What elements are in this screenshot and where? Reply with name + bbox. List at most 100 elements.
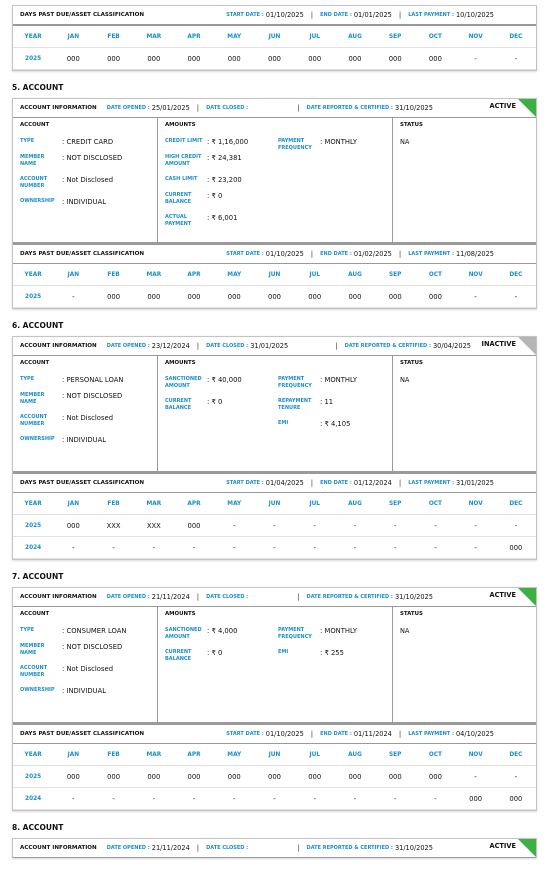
account-row: MEMBER NAME NOT DISCLOSED xyxy=(20,392,150,406)
amount-value: MONTHLY xyxy=(320,138,357,146)
amount-label: CURRENT BALANCE xyxy=(165,649,192,662)
month-header: JAN xyxy=(53,26,94,48)
status-section: STATUS NA xyxy=(393,118,536,242)
amount-row: EMI ₹ 4,105 xyxy=(278,420,385,428)
field-label: END DATE : xyxy=(320,12,352,18)
month-header: NOV xyxy=(455,493,496,515)
dpd-cell: 000 xyxy=(53,766,94,788)
amount-value: ₹ 0 xyxy=(207,192,222,200)
dpd-title: DAYS PAST DUE/ASSET CLASSIFICATION xyxy=(20,12,145,18)
dpd-cell: - xyxy=(455,537,496,559)
field-value: 31/01/2025 xyxy=(250,342,289,350)
dpd-cell: - xyxy=(53,537,94,559)
field-value: 01/11/2024 xyxy=(353,730,392,738)
row-value: CREDIT CARD xyxy=(62,138,113,146)
year-cell: 2024 xyxy=(13,788,54,810)
amount-value: ₹ 6,001 xyxy=(207,214,237,222)
field-value: 21/11/2024 xyxy=(151,593,190,601)
amount-value: ₹ 1,16,000 xyxy=(207,138,248,146)
dpd-cell: - xyxy=(455,766,496,788)
dpd-cell: - xyxy=(254,515,295,537)
month-header: FEB xyxy=(93,744,134,766)
month-header: JAN xyxy=(53,493,94,515)
dpd-table: YEAR JAN FEB MAR APR MAY JUN JUL AUG SEP OCT NOV DEC… xyxy=(13,493,536,559)
month-header: APR xyxy=(173,26,215,48)
status-section: STATUS NA xyxy=(393,356,536,471)
account-row: ACCOUNT NUMBER Not Disclosed xyxy=(20,665,150,679)
sections: ACCOUNT TYPE CREDIT CARD MEMBER NAME NOT DIS… xyxy=(13,118,536,245)
amount-row: HIGH CREDIT AMOUNT ₹ 24,381 xyxy=(165,154,272,168)
amount-value: MONTHLY xyxy=(320,627,357,635)
status-badge-corner xyxy=(518,337,536,355)
amount-label: SANCTIONED AMOUNT xyxy=(165,627,202,640)
month-header: JUL xyxy=(294,493,335,515)
amount-label: PAYMENT FREQUENCY xyxy=(278,138,312,151)
field-value: 01/12/2024 xyxy=(353,479,392,487)
section-title: ACCOUNT xyxy=(20,360,50,366)
dpd-cell: 000 xyxy=(214,766,255,788)
dpd-cell: - xyxy=(455,515,496,537)
month-header: SEP xyxy=(375,744,416,766)
row-value: Not Disclosed xyxy=(62,665,113,673)
row-value: NOT DISCLOSED xyxy=(62,392,122,400)
dpd-cell: 000 xyxy=(375,48,416,70)
account-row: OWNERSHIP INDIVIDUAL xyxy=(20,687,150,695)
dpd-cell: 000 xyxy=(133,766,174,788)
amount-row: CREDIT LIMIT ₹ 1,16,000 xyxy=(165,138,272,146)
dpd-cell: - xyxy=(93,788,134,810)
amount-label: CREDIT LIMIT xyxy=(165,138,203,144)
dpd-cell: - xyxy=(334,515,376,537)
row-value: Not Disclosed xyxy=(62,176,113,184)
amount-label: PAYMENT FREQUENCY xyxy=(278,376,312,389)
dpd-cell: 000 xyxy=(294,48,335,70)
dpd-bar: DAYS PAST DUE/ASSET CLASSIFICATION START … xyxy=(13,245,536,264)
dpd-cell: - xyxy=(53,788,94,810)
dpd-cell: 000 xyxy=(173,515,215,537)
row-label: OWNERSHIP xyxy=(20,436,55,442)
month-header: NOV xyxy=(455,744,496,766)
month-header: AUG xyxy=(334,493,376,515)
dpd-cell: 000 xyxy=(334,766,376,788)
dpd-cell: - xyxy=(254,788,295,810)
field-label: END DATE : xyxy=(320,480,352,486)
separator xyxy=(197,104,199,112)
info-title: ACCOUNT INFORMATION xyxy=(20,845,97,851)
dpd-block: DAYS PAST DUE/ASSET CLASSIFICATION START … xyxy=(12,5,537,71)
dpd-cell: XXX xyxy=(133,515,174,537)
month-header: JAN xyxy=(53,744,94,766)
row-value: NOT DISCLOSED xyxy=(62,643,122,651)
dpd-cell: - xyxy=(415,515,456,537)
dpd-cell: - xyxy=(173,537,215,559)
field-value: 01/10/2025 xyxy=(265,250,304,258)
amount-columns: SANCTIONED AMOUNT ₹ 4,000 CURRENT BALANCE ₹… xyxy=(165,627,385,671)
dpd-cell: XXX xyxy=(93,515,134,537)
dpd-cell: 000 xyxy=(173,286,215,308)
amount-label: CASH LIMIT xyxy=(165,176,198,182)
status-value: NA xyxy=(400,376,410,384)
dpd-cell: - xyxy=(133,788,174,810)
status-badge-corner xyxy=(518,839,536,857)
account-section: ACCOUNT TYPE CREDIT CARD MEMBER NAME NOT DIS… xyxy=(13,118,158,242)
separator xyxy=(399,11,401,19)
separator xyxy=(311,11,313,19)
separator xyxy=(297,593,299,601)
info-bar: ACCOUNT INFORMATION DATE OPENED :21/11/20… xyxy=(13,839,536,858)
field-label: DATE CLOSED : xyxy=(206,594,249,600)
month-header: JUL xyxy=(294,744,335,766)
account-row: TYPE CREDIT CARD xyxy=(20,138,150,146)
dpd-cell: 000 xyxy=(334,48,376,70)
field-label: DATE CLOSED : xyxy=(206,343,249,349)
dpd-cell: - xyxy=(375,788,416,810)
dpd-cell: - xyxy=(455,48,496,70)
month-header: FEB xyxy=(93,26,134,48)
month-header: OCT xyxy=(415,264,456,286)
month-header: MAY xyxy=(214,744,255,766)
section-title: STATUS xyxy=(400,611,423,617)
amount-row: EMI ₹ 255 xyxy=(278,649,385,657)
status-badge-corner xyxy=(518,99,536,117)
info-bar: ACCOUNT INFORMATION DATE OPENED :21/11/20… xyxy=(13,588,536,607)
field-label: DATE CLOSED : xyxy=(206,845,249,851)
amount-row: REPAYMENT TENURE 11 xyxy=(278,398,385,412)
section-title: AMOUNTS xyxy=(165,360,196,366)
account-row: TYPE CONSUMER LOAN xyxy=(20,627,150,635)
